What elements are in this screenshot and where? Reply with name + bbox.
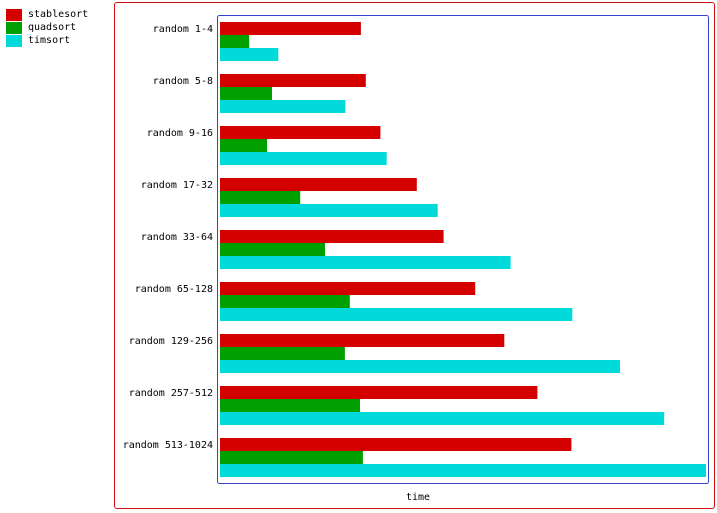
bar-quadsort-3 (220, 191, 301, 204)
category-label: random 33-64 (141, 232, 213, 243)
chart-frame (114, 2, 715, 509)
bar-stablesort-8 (220, 438, 572, 451)
legend-item-timsort: timsort (6, 34, 88, 47)
category-label: random 513-1024 (123, 440, 213, 451)
category-label: random 129-256 (129, 336, 213, 347)
category-label: random 9-16 (147, 128, 213, 139)
bar-stablesort-2 (220, 126, 381, 139)
bar-timsort-0 (220, 48, 279, 61)
bar-timsort-4 (220, 256, 511, 269)
bar-quadsort-0 (220, 35, 250, 48)
category-label: random 257-512 (129, 388, 213, 399)
bar-timsort-3 (220, 204, 438, 217)
category-label: random 17-32 (141, 180, 213, 191)
bar-quadsort-4 (220, 243, 325, 256)
legend-item-quadsort: quadsort (6, 21, 88, 34)
bar-stablesort-7 (220, 386, 538, 399)
bar-quadsort-5 (220, 295, 350, 308)
bar-quadsort-6 (220, 347, 345, 360)
legend-swatch-stablesort (6, 8, 22, 21)
legend-label-stablesort: stablesort (28, 9, 89, 20)
bar-quadsort-1 (220, 87, 272, 100)
bar-timsort-6 (220, 360, 620, 373)
legend: stablesort quadsort timsort (6, 8, 88, 47)
category-label: random 65-128 (135, 284, 213, 295)
x-axis-label: time (406, 492, 430, 503)
bar-stablesort-1 (220, 74, 366, 87)
category-tick-labels: random 1-4 random 5-8 random 9-16 random 17… (123, 24, 213, 451)
plot-area-border (217, 15, 709, 484)
bar-timsort-7 (220, 412, 665, 425)
bar-stablesort-3 (220, 178, 417, 191)
legend-swatch-timsort (6, 34, 22, 47)
bar-timsort-5 (220, 308, 573, 321)
bars (220, 22, 706, 477)
bar-stablesort-6 (220, 334, 505, 347)
bar-quadsort-7 (220, 399, 360, 412)
bar-timsort-2 (220, 152, 387, 165)
bar-stablesort-4 (220, 230, 444, 243)
bar-quadsort-8 (220, 451, 363, 464)
legend-swatch-quadsort (6, 21, 22, 34)
category-label: random 5-8 (153, 76, 213, 87)
legend-label-timsort: timsort (28, 35, 71, 46)
bar-quadsort-2 (220, 139, 268, 152)
legend-label-quadsort: quadsort (28, 22, 77, 33)
bar-timsort-8 (220, 464, 706, 477)
category-label: random 1-4 (153, 24, 213, 35)
legend-item-stablesort: stablesort (6, 8, 88, 21)
bar-timsort-1 (220, 100, 346, 113)
bar-stablesort-5 (220, 282, 476, 295)
bar-stablesort-0 (220, 22, 361, 35)
